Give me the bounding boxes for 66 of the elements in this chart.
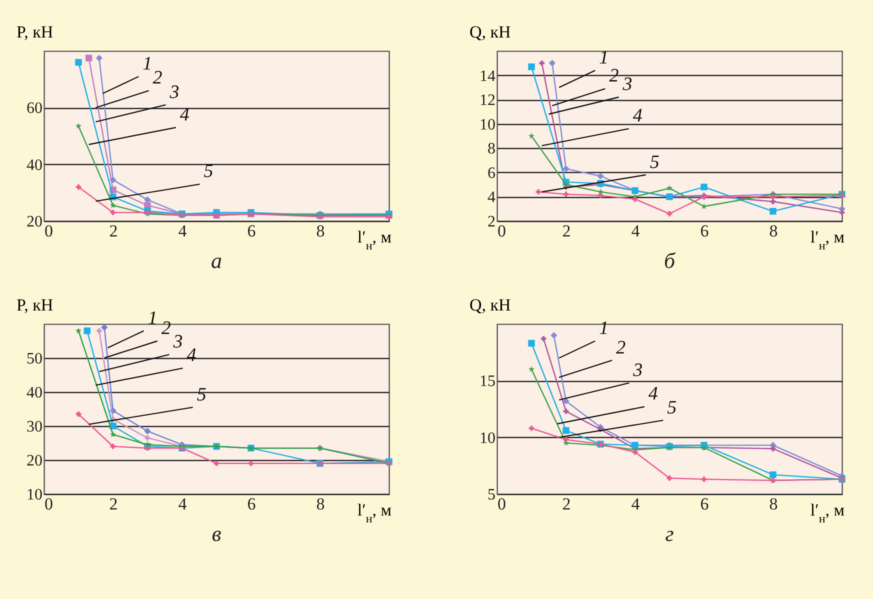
annotation: 1: [148, 308, 158, 329]
x-axis-title: l′$_{н}$, м: [357, 228, 392, 252]
y-tick-label: 40: [26, 156, 42, 174]
x-tick-label: 2: [562, 494, 571, 514]
annotation: 1: [142, 54, 152, 74]
y-tick-label: 50: [26, 350, 42, 368]
x-tick-label: 2: [109, 494, 118, 514]
x-tick-label: 6: [700, 222, 709, 240]
y-axis-title: Q, кН: [470, 22, 511, 42]
x-tick-label: 2: [562, 222, 571, 240]
x-axis-title: l′$_{н}$, м: [357, 500, 392, 526]
annotation: 3: [632, 360, 643, 381]
y-tick-label: 20: [26, 214, 42, 230]
annotation: 1: [599, 318, 609, 339]
x-tick-label: 0: [498, 222, 506, 240]
x-axis-title: l′$_{н}$, м: [810, 500, 845, 526]
x-tick-label: 4: [178, 494, 188, 514]
x-tick-label: 0: [44, 494, 53, 514]
y-tick-label: 10: [26, 486, 42, 504]
y-tick-label: 30: [26, 418, 42, 436]
annotation: 5: [667, 397, 677, 418]
y-axis-title: P, кН: [16, 22, 54, 42]
annotation: 2: [616, 337, 626, 358]
x-tick-label: 8: [769, 222, 778, 240]
x-tick-label: 0: [44, 222, 53, 240]
y-tick-label: 20: [26, 452, 42, 470]
annotation: 5: [204, 161, 214, 182]
x-tick-label: 6: [247, 494, 256, 514]
x-tick-label: 4: [631, 494, 640, 514]
x-tick-label: 0: [498, 494, 506, 514]
annotation: 3: [622, 74, 632, 96]
y-tick-label: 40: [26, 384, 42, 402]
y-tick-label: 15: [480, 373, 496, 390]
annotation: 2: [161, 318, 172, 339]
y-tick-label: 14: [480, 68, 496, 85]
x-tick-label: 8: [769, 494, 778, 514]
text: г: [665, 521, 674, 546]
text: в: [212, 521, 222, 546]
y-axis-title: Q, кН: [470, 296, 511, 314]
annotation: 5: [650, 152, 660, 173]
y-tick-label: 10: [480, 430, 496, 447]
x-axis-title: l′$_{н}$, м: [810, 228, 845, 252]
annotation: 4: [648, 384, 658, 405]
y-tick-label: 8: [488, 140, 496, 158]
x-tick-label: 6: [247, 222, 256, 240]
annotation: 4: [632, 106, 643, 127]
y-tick-label: 12: [480, 92, 496, 110]
x-tick-label: 6: [700, 494, 709, 514]
x-tick-label: 4: [178, 222, 188, 240]
annotation: 3: [168, 82, 180, 103]
x-tick-label: 8: [316, 494, 325, 514]
text: б: [664, 248, 676, 273]
y-axis-title: P, кН: [16, 296, 54, 314]
annotation: 3: [172, 332, 183, 353]
y-tick-label: 60: [26, 100, 42, 118]
y-tick-label: 6: [488, 164, 496, 182]
annotation: 1: [599, 47, 609, 68]
y-tick-label: 5: [488, 486, 496, 504]
x-tick-label: 8: [316, 222, 325, 240]
y-tick-label: 10: [480, 116, 496, 134]
annotation: 4: [180, 104, 190, 126]
x-tick-label: 2: [109, 222, 118, 240]
x-tick-label: 4: [631, 222, 640, 240]
y-tick-label: 4: [488, 189, 496, 206]
text: а: [211, 248, 222, 273]
annotation: 2: [152, 68, 163, 89]
